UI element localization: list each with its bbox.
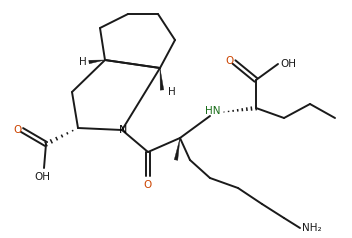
Text: OH: OH	[280, 59, 296, 69]
Polygon shape	[174, 138, 180, 160]
Text: H: H	[79, 57, 87, 67]
Text: O: O	[143, 180, 151, 190]
Text: N: N	[119, 125, 127, 135]
Polygon shape	[89, 60, 105, 64]
Text: NH₂: NH₂	[302, 223, 322, 233]
Text: OH: OH	[34, 172, 50, 182]
Text: H: H	[168, 87, 176, 97]
Text: O: O	[225, 56, 233, 66]
Text: HN: HN	[205, 106, 221, 116]
Text: O: O	[13, 125, 21, 135]
Polygon shape	[160, 68, 164, 90]
